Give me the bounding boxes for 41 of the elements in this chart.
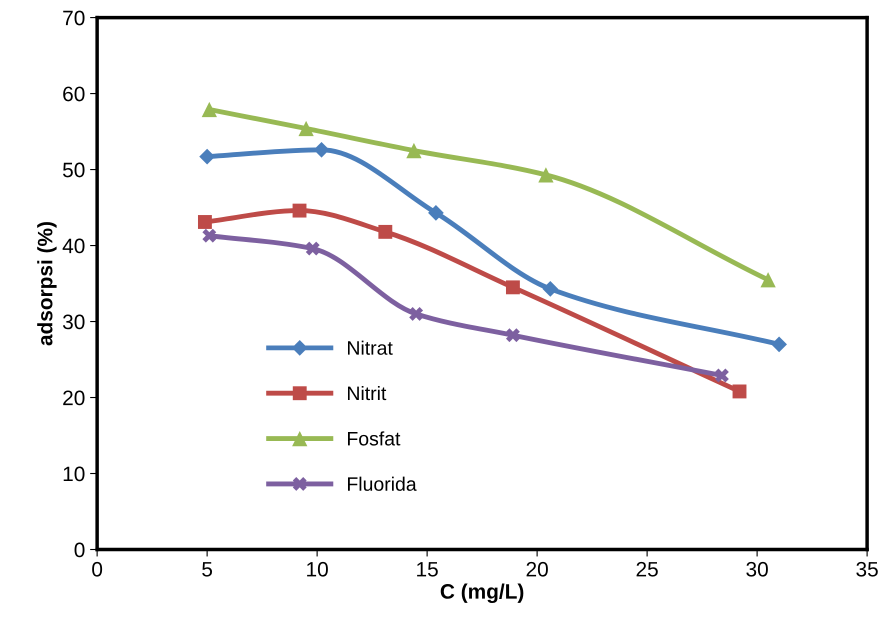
point bbox=[714, 368, 729, 382]
x-tick-label: 5 bbox=[202, 562, 212, 577]
x-tick-label: 30 bbox=[746, 562, 768, 577]
x-tick-label: 25 bbox=[636, 562, 658, 577]
x-tick-label: 0 bbox=[92, 562, 102, 577]
point bbox=[406, 142, 422, 158]
y-axis-title: adsorpsi (%) bbox=[37, 222, 57, 346]
point bbox=[760, 272, 776, 288]
point bbox=[199, 148, 215, 164]
point bbox=[306, 242, 320, 256]
point bbox=[542, 281, 558, 297]
legend-label: Fluorida bbox=[348, 476, 417, 491]
point bbox=[506, 280, 520, 294]
point bbox=[771, 336, 787, 352]
point bbox=[409, 306, 424, 321]
y-tick-label: 30 bbox=[62, 314, 85, 330]
point bbox=[202, 228, 216, 243]
y-tick-label: 70 bbox=[63, 10, 85, 26]
point bbox=[428, 205, 444, 221]
y-tick-label: 40 bbox=[62, 238, 85, 254]
legend-label: Nitrit bbox=[348, 386, 386, 400]
x-axis-title: C (mg/L) bbox=[440, 584, 524, 604]
legend-label: Fosfat bbox=[348, 431, 400, 446]
point bbox=[378, 224, 392, 239]
y-tick-label: 10 bbox=[64, 466, 85, 482]
point bbox=[198, 215, 212, 229]
point bbox=[202, 102, 217, 118]
x-tick-label: 20 bbox=[526, 562, 548, 577]
x-tick-label: 10 bbox=[307, 562, 328, 577]
point bbox=[538, 167, 554, 183]
y-tick-label: 20 bbox=[63, 390, 85, 406]
x-tick-label: 15 bbox=[417, 562, 438, 577]
y-tick-label: 0 bbox=[74, 542, 85, 558]
y-tick-label: 50 bbox=[62, 162, 85, 178]
point bbox=[292, 204, 306, 218]
point bbox=[298, 120, 314, 136]
point bbox=[732, 384, 746, 398]
y-tick-label: 60 bbox=[63, 86, 85, 102]
legend-label: Nitrat bbox=[348, 340, 393, 355]
point bbox=[506, 328, 520, 342]
x-tick-label: 35 bbox=[856, 562, 878, 577]
